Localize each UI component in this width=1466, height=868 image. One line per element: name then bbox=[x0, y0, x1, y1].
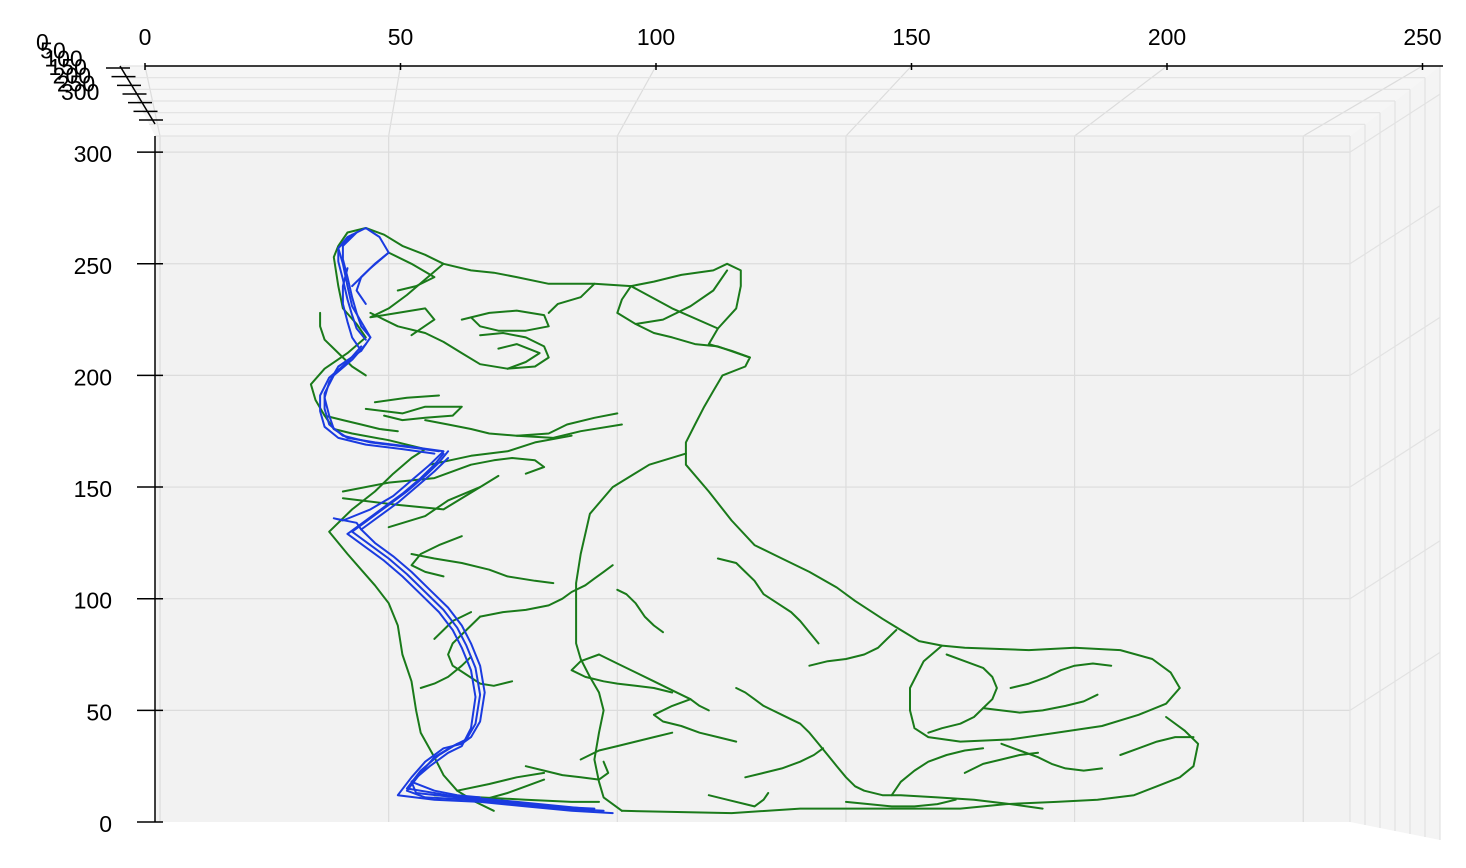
z-tick-label-5: 250 bbox=[57, 71, 95, 97]
series-0-line-29 bbox=[735, 687, 1044, 810]
y-tick-label-2: 100 bbox=[74, 588, 112, 614]
x-tick-label-3: 150 bbox=[892, 24, 930, 50]
series-0-line-31 bbox=[927, 653, 998, 734]
series-0-line-20 bbox=[410, 553, 555, 585]
series-0-line-39 bbox=[579, 731, 674, 761]
series-1-line-3 bbox=[405, 742, 587, 810]
series-0-line-2 bbox=[575, 452, 687, 812]
series-0-line-37 bbox=[963, 751, 1039, 774]
series-0-line-24 bbox=[598, 653, 710, 712]
series-0-line-21 bbox=[410, 535, 463, 578]
z-tick-label-3: 150 bbox=[49, 54, 87, 80]
series-1-line-1 bbox=[351, 530, 605, 812]
y-tick-label-3: 150 bbox=[74, 476, 112, 502]
side-grid-y-4 bbox=[1349, 316, 1441, 376]
z-tick-label-4: 200 bbox=[53, 62, 91, 88]
series-0-line-32 bbox=[982, 693, 1099, 714]
x-tick-label-5: 250 bbox=[1403, 24, 1441, 50]
series-0-line-43 bbox=[845, 798, 957, 808]
x-tick-label-0: 0 bbox=[139, 24, 152, 50]
series-0-line-38 bbox=[419, 655, 472, 689]
z-tick-label-2: 100 bbox=[44, 46, 82, 72]
series-0-line-4 bbox=[634, 269, 729, 325]
series-0-line-9 bbox=[497, 343, 541, 370]
series-1-line-13 bbox=[355, 251, 390, 305]
side-grid-y-3 bbox=[1349, 428, 1441, 488]
series-1-line-12 bbox=[341, 267, 363, 352]
tick-labels: 0 50 100 150 200 2500501001502002503000501001… bbox=[36, 24, 1442, 837]
side-grid-y-5 bbox=[1349, 205, 1441, 265]
series-0-line-36 bbox=[1119, 736, 1195, 756]
z-tick-label-6: 300 bbox=[61, 79, 99, 105]
series-1-line-11 bbox=[337, 233, 367, 341]
series-0-line-10 bbox=[460, 309, 550, 332]
series-0-line-26 bbox=[652, 698, 738, 743]
axes bbox=[137, 63, 1443, 823]
series-1 bbox=[319, 227, 614, 815]
series-0-line-11 bbox=[547, 282, 596, 314]
depth-axis bbox=[106, 65, 163, 125]
series-0-line-13 bbox=[373, 394, 440, 404]
series-0-line-49 bbox=[474, 778, 546, 803]
series-0-line-46 bbox=[323, 414, 399, 433]
side-grid-y-6 bbox=[1349, 93, 1441, 153]
z-axis-line bbox=[119, 65, 156, 125]
series-0-line-35 bbox=[1000, 742, 1103, 772]
series-0-line-5 bbox=[630, 285, 719, 330]
series-0-line-41 bbox=[744, 747, 825, 779]
x-tick-label-1: 50 bbox=[388, 24, 414, 50]
series-0-line-33 bbox=[1009, 662, 1113, 689]
back-panel bbox=[155, 136, 1350, 822]
series-0-line-25 bbox=[570, 653, 674, 694]
y-tick-label-1: 50 bbox=[86, 699, 112, 725]
series-0-line-30 bbox=[808, 629, 898, 667]
series-1-line-7 bbox=[360, 457, 450, 531]
series-1-line-6 bbox=[346, 452, 445, 535]
series-0-line-28 bbox=[616, 588, 664, 634]
series-0-line-18 bbox=[341, 474, 500, 511]
x-tick-label-2: 100 bbox=[637, 24, 675, 50]
series-0-line-17 bbox=[341, 457, 546, 493]
series-0-line-23 bbox=[447, 615, 514, 687]
side-grid-y-1 bbox=[1349, 651, 1441, 711]
series-0-line-42 bbox=[707, 792, 770, 808]
series-1-line-9 bbox=[319, 345, 436, 455]
series-0 bbox=[309, 227, 1200, 815]
y-tick-label-5: 250 bbox=[74, 253, 112, 279]
series-0-line-7 bbox=[387, 251, 436, 292]
traces bbox=[309, 227, 1200, 815]
z-tick-label-1: 50 bbox=[40, 37, 66, 63]
series-0-line-45 bbox=[319, 311, 367, 377]
series-1-line-8 bbox=[323, 343, 440, 453]
series-1-line-0 bbox=[323, 227, 614, 815]
x-tick-label-4: 200 bbox=[1148, 24, 1186, 50]
side-grid-y-2 bbox=[1349, 540, 1441, 600]
series-0-line-15 bbox=[515, 423, 623, 439]
z-tick-label-0: 0 bbox=[36, 29, 49, 55]
series-1-line-4 bbox=[410, 780, 482, 799]
y-tick-label-4: 200 bbox=[74, 364, 112, 390]
series-0-line-22 bbox=[479, 564, 614, 618]
series-0-line-1 bbox=[620, 716, 1200, 815]
series-0-line-34 bbox=[890, 747, 985, 797]
series-0-line-3 bbox=[616, 285, 751, 359]
series-0-line-16 bbox=[428, 434, 573, 466]
series-0-line-12 bbox=[364, 405, 463, 422]
series-0-line-19 bbox=[387, 486, 482, 529]
series-0-line-27 bbox=[716, 557, 820, 645]
series-0-line-48 bbox=[456, 771, 546, 792]
y-tick-label-0: 0 bbox=[99, 811, 112, 837]
y-tick-label-6: 300 bbox=[74, 141, 112, 167]
series-0-line-40 bbox=[524, 760, 610, 781]
series-1-line-2 bbox=[346, 532, 596, 810]
series-1-line-10 bbox=[341, 231, 372, 339]
